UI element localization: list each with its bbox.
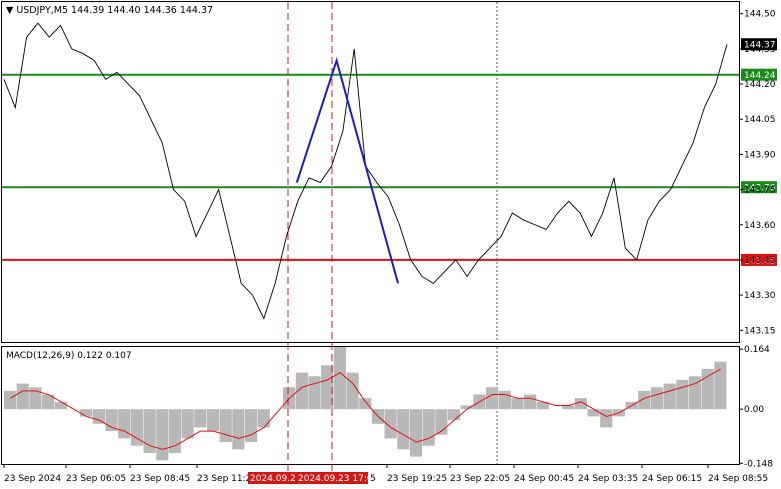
macd-bar	[650, 387, 664, 410]
price-tick-label: 143.60	[744, 221, 776, 231]
macd-bar	[143, 409, 156, 454]
macd-bar	[587, 409, 600, 417]
macd-bar	[422, 409, 435, 446]
marker-tag-suffix: 5	[370, 474, 376, 484]
macd-bar	[219, 409, 232, 443]
macd-bar	[92, 409, 105, 424]
time-tick-label: 23 Sep 06:05	[66, 474, 126, 484]
time-tick-label: 23 Sep 2024	[4, 474, 61, 484]
macd-bar	[4, 390, 17, 410]
level-tag-label: 143.76	[744, 184, 776, 194]
macd-bar	[54, 401, 67, 410]
macd-tick-label: -0.148	[744, 459, 773, 469]
price-tick-label: 143.90	[744, 150, 776, 160]
price-panel	[1, 1, 740, 343]
time-tick-label: 24 Sep 03:35	[578, 474, 638, 484]
macd-bar	[16, 383, 29, 410]
level-tag	[741, 68, 777, 81]
macd-label: MACD(12,26,9) 0.122 0.107	[6, 351, 132, 361]
time-tick-label: 24 Sep 06:15	[642, 474, 702, 484]
macd-bar	[194, 409, 207, 428]
macd-bar	[245, 409, 258, 443]
marker-tag-label: 2024.09.2	[250, 474, 296, 484]
macd-bar	[638, 390, 651, 410]
level-tag	[741, 181, 777, 194]
macd-bar	[295, 372, 308, 410]
macd-bar	[511, 398, 524, 410]
macd-bar	[181, 409, 194, 439]
macd-tick-label: 0.164	[744, 345, 770, 355]
symbol-label: ▼ USDJPY,M5 144.39 144.40 144.36 144.37	[6, 5, 213, 16]
time-tick-label: 24 Sep 08:55	[708, 474, 768, 484]
vertical-marker-lines	[287, 2, 333, 474]
marker-tag-label: 2024.09.23 17:05	[298, 474, 378, 484]
axes: 144.50144.35144.20144.05143.90143.75143.…	[3, 10, 777, 484]
macd-bar	[701, 368, 714, 410]
macd-bar	[714, 361, 727, 410]
macd-bar	[498, 390, 511, 410]
time-tick-label: 24 Sep 00:45	[514, 474, 574, 484]
price-tick-label: 144.05	[744, 115, 776, 125]
macd-indicator	[4, 347, 727, 461]
price-tick-label: 143.75	[744, 186, 776, 196]
level-tag-label: 144.24	[744, 71, 776, 81]
time-tick-label: 23 Sep 08:45	[130, 474, 190, 484]
macd-bar	[663, 383, 676, 410]
macd-bar	[409, 409, 423, 457]
macd-bar	[308, 376, 321, 410]
pattern-lines	[295, 57, 399, 284]
macd-bar	[321, 365, 334, 410]
ohlc-values: 144.39 144.40 144.36 144.37	[71, 5, 213, 16]
macd-bar	[333, 347, 346, 410]
macd-bar	[156, 409, 169, 461]
macd-tick-label: 0.00	[744, 405, 764, 415]
price-tick-label: 143.15	[744, 326, 776, 336]
macd-bar	[600, 409, 613, 428]
time-tick-label: 23 Sep 11:25	[197, 474, 257, 484]
macd-bar	[359, 398, 372, 410]
macd-bar	[384, 409, 397, 439]
macd-bar	[168, 409, 182, 454]
macd-bar	[397, 409, 410, 450]
macd-bar	[524, 394, 537, 410]
time-tick-label: 23 Sep 22:05	[450, 474, 510, 484]
macd-bar	[562, 405, 575, 410]
macd-bar	[447, 409, 461, 421]
current-price-label: 144.37	[744, 41, 776, 51]
price-tick-label: 143.45	[744, 256, 776, 266]
macd-bar	[42, 394, 55, 410]
level-tag-label: 143.45	[744, 256, 776, 266]
macd-bar	[536, 401, 549, 410]
dropdown-triangle-icon: ▼	[6, 5, 16, 16]
macd-bar	[118, 409, 131, 439]
macd-bar	[486, 387, 499, 410]
marker-tag	[296, 472, 368, 484]
level-tag	[741, 253, 777, 266]
macd-bar	[346, 372, 359, 410]
macd-bar	[206, 409, 220, 432]
macd-bar	[460, 405, 473, 410]
macd-bar	[29, 387, 42, 410]
macd-bar	[257, 409, 270, 428]
macd-bar	[80, 409, 93, 417]
time-tick-label: 23 Sep 19:25	[387, 474, 447, 484]
pattern-line	[295, 57, 399, 284]
current-price-tag	[741, 38, 777, 51]
price-tick-label: 144.20	[744, 80, 776, 90]
symbol-name: USDJPY,M5	[16, 5, 68, 16]
macd-signal-line	[10, 368, 721, 450]
macd-bar	[574, 398, 587, 410]
marker-tag	[248, 472, 296, 484]
macd-bar	[232, 409, 245, 450]
macd-bar	[676, 379, 689, 410]
price-tick-label: 143.30	[744, 291, 776, 301]
price-tick-label: 144.50	[744, 10, 776, 20]
